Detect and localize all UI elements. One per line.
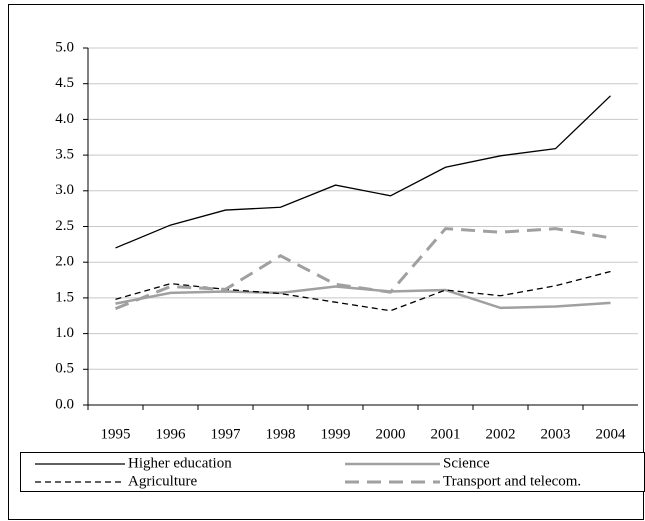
y-tick-label: 4.0 [55, 111, 74, 127]
legend-label: Higher education [128, 455, 232, 471]
x-tick-label: 2003 [541, 426, 571, 442]
y-tick-label: 2.0 [55, 254, 74, 270]
y-tick-label: 0.0 [55, 396, 74, 412]
x-tick-label: 2001 [431, 426, 461, 442]
series-line [115, 270, 611, 312]
x-tick-label: 1998 [266, 426, 296, 442]
legend-label: Science [443, 455, 490, 471]
legend-box [20, 452, 645, 492]
y-tick-label: 0.5 [55, 361, 74, 377]
x-tick-label: 1995 [101, 426, 131, 442]
legend-label: Agriculture [128, 473, 197, 489]
y-tick-label: 3.5 [55, 147, 74, 163]
x-tick-label: 1996 [156, 426, 187, 442]
x-tick-label: 1997 [211, 426, 242, 442]
series-line [115, 95, 611, 249]
y-tick-label: 1.5 [55, 289, 74, 305]
series-line [114, 227, 611, 311]
x-tick-label: 2002 [486, 426, 516, 442]
y-tick-label: 4.5 [55, 75, 74, 91]
y-tick-label: 2.5 [55, 218, 74, 234]
y-tick-label: 3.0 [55, 182, 74, 198]
legend-label: Transport and telecom. [443, 473, 581, 489]
x-tick-label: 1999 [321, 426, 351, 442]
y-tick-label: 1.0 [55, 325, 74, 341]
chart-border [8, 4, 644, 520]
x-tick-label: 2004 [596, 426, 627, 442]
x-tick-label: 2000 [376, 426, 406, 442]
y-tick-label: 5.0 [55, 39, 74, 55]
